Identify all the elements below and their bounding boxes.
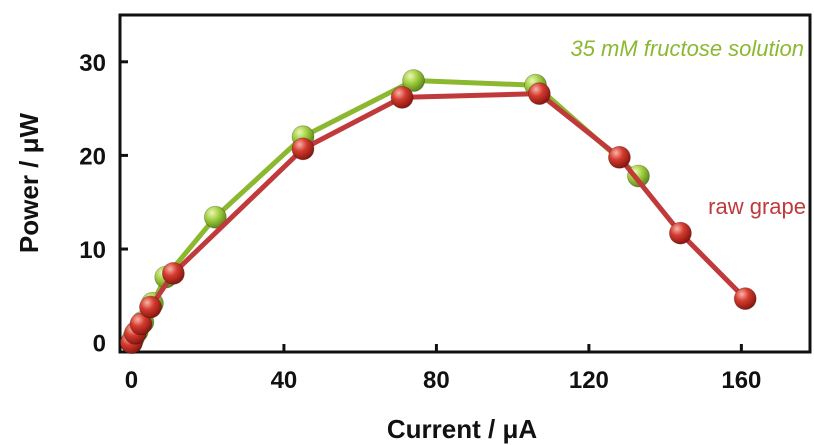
x-tick-label: 120 [569,367,609,394]
series-raw-grape [120,82,757,355]
data-point-raw-grape [668,221,692,245]
x-tick-label: 0 [125,367,138,394]
y-axis-label: Power / μW [14,112,44,253]
data-point-raw-grape [607,145,631,169]
data-point-raw-grape [733,287,757,311]
data-point-raw-grape [527,82,551,106]
y-tick-label: 10 [79,237,106,264]
data-point-raw-grape [129,312,153,336]
data-point-raw-grape [139,295,162,319]
x-tick-label: 80 [423,367,450,394]
data-point-raw-grape [161,261,185,285]
x-tick-label: 40 [271,367,298,394]
plot-frame [118,13,812,354]
x-tick-label: 160 [721,367,761,394]
series-fructose [120,69,650,355]
axis-ticks: 0 40 80 120 160 0 10 20 30 [79,50,761,394]
data-point-raw-grape [390,85,414,109]
y-tick-label: 30 [79,50,106,77]
y-tick-label: 20 [79,143,106,170]
data-point-raw-grape [291,137,315,161]
data-point-fructose [402,69,425,92]
y-tick-label: 0 [93,331,106,358]
x-axis-label: Current / μA [387,414,537,444]
series-label-raw-grape: raw grape [708,194,806,219]
series-label-fructose: 35 mM fructose solution [570,36,804,61]
series-layer [120,69,757,355]
data-point-fructose [203,205,227,229]
